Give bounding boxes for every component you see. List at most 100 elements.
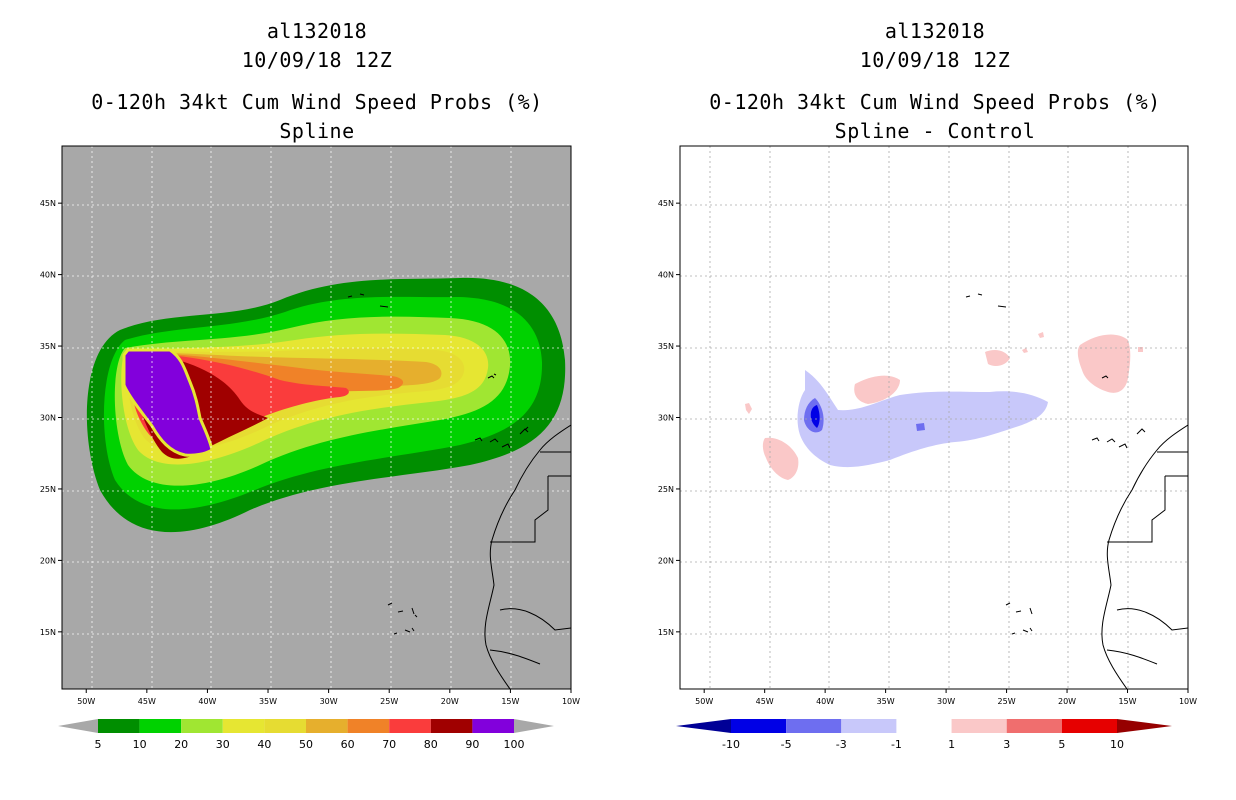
- y-tick-label: 20N: [40, 556, 56, 565]
- colorbar-swatch: [731, 719, 787, 733]
- left-azores: [347, 293, 389, 308]
- right-y-axis-ticks: 15N 20N 25N 30N 35N 40N 45N: [658, 199, 680, 637]
- left-title-product: 0-120h 34kt Cum Wind Speed Probs (%): [91, 90, 543, 114]
- left-colorbar: 5 10 20 30 40 50 60 70 80 90 100: [58, 719, 554, 751]
- x-tick-label: 45W: [756, 697, 774, 706]
- y-tick-label: 35N: [40, 342, 56, 351]
- colorbar-swatch: [222, 719, 265, 733]
- diff-pos-light-2: [745, 403, 752, 414]
- left-coastlines: [347, 293, 571, 689]
- right-title-block-2: 0-120h 34kt Cum Wind Speed Probs (%) Spl…: [680, 88, 1190, 146]
- colorbar-swatch: [1006, 719, 1062, 733]
- colorbar-swatch: [472, 719, 514, 733]
- diff-neg-strong: [810, 405, 820, 428]
- colorbar-label: -5: [781, 738, 792, 751]
- colorbar-label: 5: [95, 738, 102, 751]
- colorbar-label: -10: [722, 738, 740, 751]
- diff-neg-light-main: [797, 370, 1048, 468]
- right-colorbar: -10 -5 -3 -1 1 3 5 10: [676, 719, 1172, 751]
- x-tick-label: 10W: [562, 697, 580, 706]
- diff-pos-light-4: [985, 350, 1010, 366]
- colorbar-label: 40: [257, 738, 271, 751]
- right-title-block: al132018 10/09/18 12Z: [680, 17, 1190, 75]
- colorbar-swatch: [896, 719, 952, 733]
- x-tick-label: 30W: [320, 697, 338, 706]
- left-border-2: [490, 475, 571, 543]
- y-tick-label: 25N: [40, 485, 56, 494]
- colorbar-swatch: [389, 719, 431, 733]
- left-y-axis-ticks: 15N 20N 25N 30N 35N 40N 45N: [40, 199, 62, 637]
- colorbar-label: 30: [216, 738, 230, 751]
- right-x-axis-ticks: 50W 45W 40W 35W 30W 25W 20W 15W 10W: [695, 689, 1197, 706]
- colorbar-swatch: [98, 719, 140, 733]
- colorbar-swatch: [951, 719, 1007, 733]
- colorbar-label: -3: [836, 738, 847, 751]
- left-madeira: [487, 373, 497, 379]
- colorbar-label: 3: [1003, 738, 1010, 751]
- left-border-3: [489, 608, 571, 665]
- right-africa-coast: [1101, 424, 1188, 689]
- left-map-panel: 50W 45W 40W 35W 30W 25W 20W 15W 10W 15N 20N 25N 30N…: [40, 145, 580, 751]
- y-tick-label: 45N: [40, 199, 56, 208]
- x-tick-label: 40W: [198, 697, 216, 706]
- y-tick-label: 20N: [658, 556, 674, 565]
- x-tick-label: 50W: [695, 697, 713, 706]
- colorbar-low-extension: [58, 719, 98, 733]
- left-title-storm: al132018: [266, 19, 368, 43]
- colorbar-low-extension: [676, 719, 731, 733]
- left-canary-islands: [474, 426, 529, 449]
- right-subtitle: Spline - Control: [834, 119, 1036, 143]
- right-title-date: 10/09/18 12Z: [859, 48, 1011, 72]
- diff-pos-light-3: [854, 375, 900, 404]
- colorbar-label: 1: [948, 738, 955, 751]
- colorbar-swatch: [841, 719, 897, 733]
- colorbar-swatch: [181, 719, 223, 733]
- right-coastlines: [965, 293, 1188, 689]
- right-difference-contours: [745, 332, 1143, 480]
- left-subtitle: Spline: [279, 119, 355, 143]
- y-tick-label: 35N: [658, 342, 674, 351]
- y-tick-label: 15N: [40, 628, 56, 637]
- y-tick-label: 40N: [40, 271, 56, 280]
- x-tick-label: 35W: [259, 697, 277, 706]
- diff-pos-light-5: [1077, 334, 1131, 393]
- colorbar-label: -1: [891, 738, 902, 751]
- colorbar-label: 10: [1110, 738, 1124, 751]
- colorbar-high-extension: [514, 719, 554, 733]
- x-tick-label: 40W: [816, 697, 834, 706]
- right-border-2: [1107, 475, 1188, 543]
- x-tick-label: 25W: [380, 697, 398, 706]
- y-tick-label: 25N: [658, 485, 674, 494]
- right-canary-islands: [1091, 428, 1146, 449]
- diff-pos-light-1: [762, 437, 799, 480]
- colorbar-label: 80: [424, 738, 438, 751]
- x-tick-label: 20W: [441, 697, 459, 706]
- colorbar-swatch: [1061, 719, 1117, 733]
- right-title-storm: al132018: [884, 19, 986, 43]
- left-cape-verde: [387, 602, 418, 635]
- colorbar-label: 70: [382, 738, 396, 751]
- left-x-axis-ticks: 50W 45W 40W 35W 30W 25W 20W 15W 10W: [77, 689, 580, 706]
- left-gridlines: [62, 146, 571, 689]
- colorbar-swatch: [347, 719, 390, 733]
- contour-90-100: [122, 348, 214, 457]
- x-tick-label: 50W: [77, 697, 95, 706]
- right-azores: [965, 293, 1007, 308]
- colorbar-swatch: [306, 719, 348, 733]
- x-tick-label: 30W: [937, 697, 955, 706]
- colorbar-label: 20: [174, 738, 188, 751]
- colorbar-swatch: [139, 719, 182, 733]
- left-title-block-2: 0-120h 34kt Cum Wind Speed Probs (%) Spl…: [62, 88, 572, 146]
- y-tick-label: 30N: [658, 414, 674, 423]
- colorbar-label: 50: [299, 738, 313, 751]
- colorbar-label: 60: [341, 738, 355, 751]
- left-africa-coast: [484, 424, 571, 689]
- y-tick-label: 40N: [658, 271, 674, 280]
- y-tick-label: 15N: [658, 628, 674, 637]
- right-cape-verde: [1005, 602, 1033, 635]
- y-tick-label: 30N: [40, 414, 56, 423]
- x-tick-label: 10W: [1179, 697, 1197, 706]
- x-tick-label: 25W: [998, 697, 1016, 706]
- colorbar-swatch: [786, 719, 842, 733]
- diff-neg-small: [916, 423, 925, 431]
